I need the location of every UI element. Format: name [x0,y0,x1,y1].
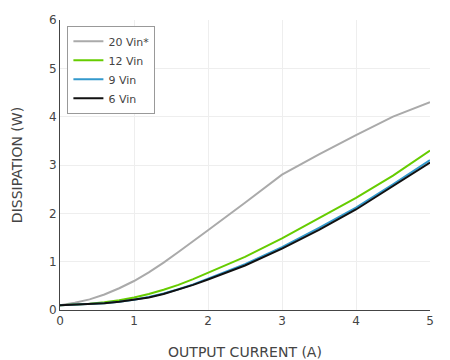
svg-text:6 Vin: 6 Vin [108,93,136,106]
svg-text:3: 3 [49,158,57,172]
svg-text:9 Vin: 9 Vin [108,74,136,87]
svg-text:4: 4 [352,314,360,328]
svg-text:2: 2 [204,314,212,328]
svg-text:OUTPUT CURRENT (A): OUTPUT CURRENT (A) [168,344,322,360]
svg-text:3: 3 [278,314,286,328]
svg-text:5: 5 [426,314,434,328]
svg-text:12 Vin: 12 Vin [108,55,143,68]
svg-text:1: 1 [130,314,138,328]
svg-text:1: 1 [49,255,57,269]
svg-text:0: 0 [49,303,57,317]
svg-text:5: 5 [49,62,57,76]
svg-text:0: 0 [56,314,64,328]
svg-text:6: 6 [49,13,57,27]
svg-text:2: 2 [49,207,57,221]
svg-text:DISSIPATION (W): DISSIPATION (W) [9,107,25,223]
svg-text:20 Vin*: 20 Vin* [108,36,149,49]
svg-text:4: 4 [49,110,57,124]
